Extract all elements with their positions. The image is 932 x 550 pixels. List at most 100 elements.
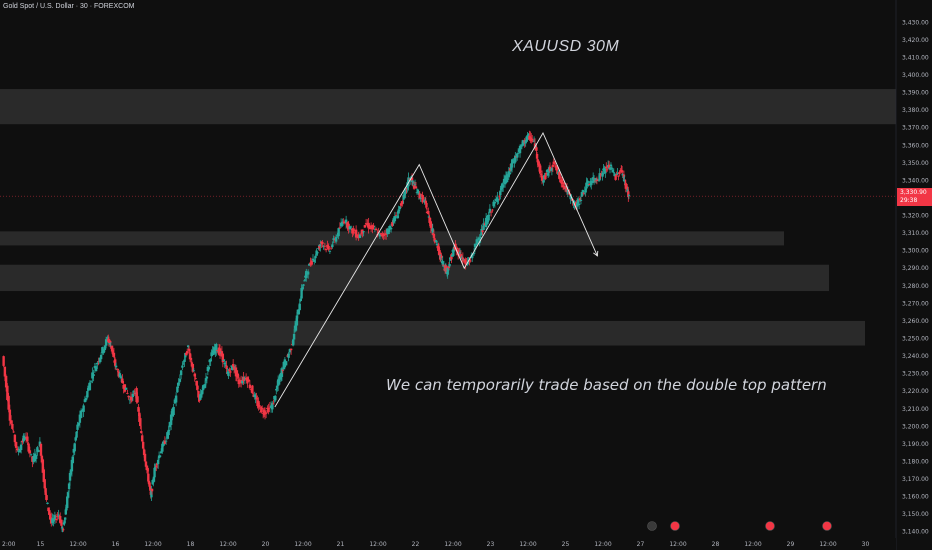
candle — [22, 435, 25, 442]
candle — [258, 405, 261, 407]
candle — [186, 351, 189, 354]
candle — [266, 407, 269, 410]
candle — [151, 480, 154, 485]
chart-annotation-title: XAUUSD 30M — [512, 38, 620, 55]
candle — [243, 377, 247, 380]
candle — [622, 174, 626, 177]
candle — [623, 179, 626, 182]
candle — [229, 371, 232, 373]
candle — [29, 453, 33, 455]
candle — [257, 400, 260, 408]
candle — [445, 266, 448, 272]
time-axis — [0, 538, 896, 550]
candle — [378, 233, 382, 237]
candle — [413, 183, 417, 185]
candle — [484, 217, 488, 228]
candle — [46, 502, 49, 504]
candle — [176, 386, 179, 393]
candle — [454, 243, 457, 247]
x-tick-label: 28 — [712, 541, 720, 548]
candle — [49, 513, 52, 520]
candle — [280, 368, 284, 377]
y-tick-label: 3,240.00 — [902, 353, 929, 360]
candle — [155, 465, 158, 467]
candle — [519, 145, 523, 147]
x-tick-label: 12:00 — [519, 541, 536, 548]
y-tick-label: 3,260.00 — [902, 318, 929, 325]
candle — [598, 173, 601, 181]
candle — [347, 223, 350, 230]
candle — [119, 376, 123, 379]
candle — [336, 235, 339, 237]
candle — [344, 219, 348, 224]
candle — [48, 510, 51, 516]
candle — [17, 450, 20, 452]
candle — [154, 467, 157, 471]
y-tick-label: 3,430.00 — [902, 19, 929, 26]
candle — [537, 161, 540, 165]
candle — [617, 175, 620, 177]
candle — [306, 271, 310, 275]
candle — [66, 492, 70, 498]
candle — [277, 378, 281, 385]
candle — [274, 395, 277, 401]
candle — [86, 391, 89, 398]
candle — [524, 140, 527, 144]
x-tick-label: 29 — [787, 541, 795, 548]
candle — [469, 260, 472, 262]
candle — [19, 444, 23, 451]
candle — [323, 245, 327, 247]
candle — [37, 450, 40, 453]
y-tick-label: 3,410.00 — [902, 54, 929, 61]
candle — [535, 147, 538, 151]
candle — [396, 215, 399, 219]
candle — [538, 165, 542, 174]
candle — [209, 359, 212, 362]
economic-event-icon — [670, 521, 680, 531]
candle — [501, 184, 505, 188]
candle — [255, 397, 258, 400]
candle — [260, 406, 263, 413]
candle — [561, 179, 564, 185]
candle — [82, 405, 85, 412]
y-tick-label: 3,190.00 — [902, 441, 929, 448]
candle — [362, 231, 365, 233]
candle — [531, 138, 534, 141]
candle — [241, 380, 244, 384]
candle — [96, 362, 99, 364]
candle — [89, 380, 93, 382]
candle — [311, 258, 315, 261]
current-price-tag: 3,330.90 29:38 — [897, 188, 932, 206]
candle — [525, 136, 528, 142]
candle — [131, 393, 135, 398]
candle — [84, 398, 88, 401]
y-tick-label: 3,230.00 — [902, 371, 929, 378]
economic-event-icon — [647, 521, 657, 531]
candle — [23, 436, 27, 440]
candle — [357, 234, 360, 239]
candle — [615, 174, 618, 176]
candle — [514, 156, 517, 163]
candle — [68, 472, 72, 481]
candle — [232, 366, 236, 370]
candle — [167, 429, 170, 436]
candle — [487, 215, 490, 221]
candle — [480, 228, 483, 236]
candle — [591, 177, 595, 180]
candle — [399, 203, 403, 206]
candle — [139, 418, 142, 427]
candle — [437, 247, 441, 250]
candle — [488, 208, 492, 213]
candle — [40, 455, 44, 463]
candle — [381, 234, 384, 237]
candle — [419, 198, 422, 200]
candle — [301, 287, 304, 290]
y-tick-label: 3,370.00 — [902, 125, 929, 132]
x-tick-label: 12:00 — [669, 541, 686, 548]
candle — [442, 264, 445, 266]
candle — [577, 203, 581, 205]
candle — [91, 372, 94, 379]
candle — [150, 489, 153, 498]
candle — [303, 280, 306, 282]
